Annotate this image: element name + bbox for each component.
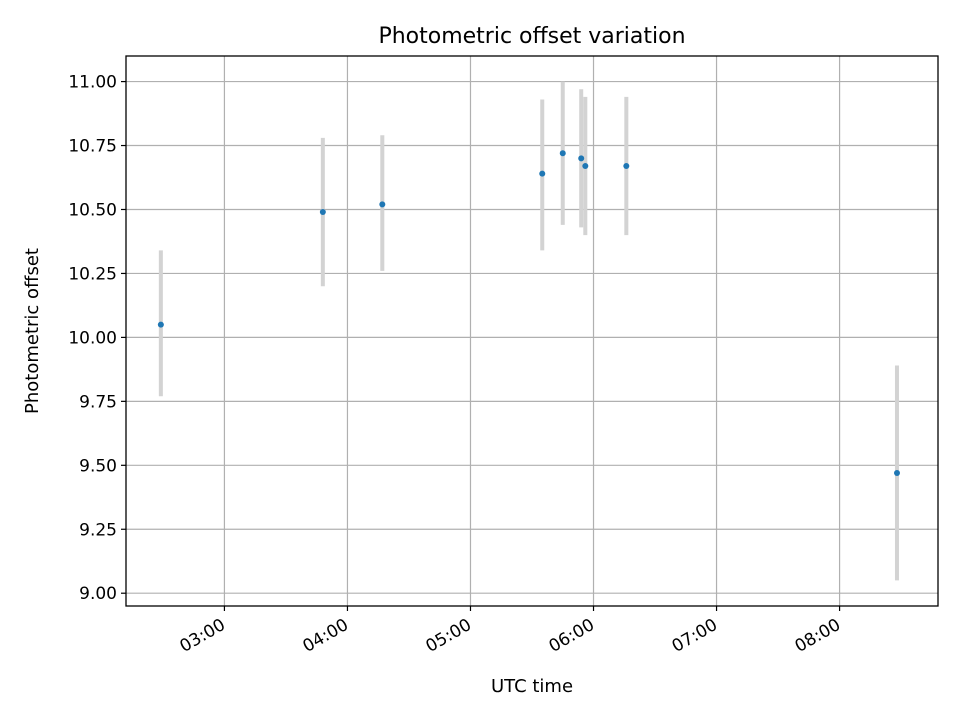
x-axis-label: UTC time [491,676,573,697]
data-point [893,469,900,476]
y-tick-label: 9.50 [79,456,117,476]
y-tick-label: 9.25 [79,520,117,540]
data-point [319,209,326,216]
grid [126,56,938,606]
data-point [578,155,585,162]
data-points [157,150,900,476]
data-point [379,201,386,208]
y-tick-label: 10.50 [68,200,117,220]
y-tick-label: 10.25 [68,264,117,284]
data-point [539,170,546,177]
data-point [559,150,566,157]
data-point [582,163,589,169]
y-axis-label: Photometric offset [22,248,43,414]
data-point [157,321,164,328]
y-tick-label: 10.00 [68,328,117,348]
y-tick-label: 9.75 [79,392,117,412]
y-tick-label: 11.00 [68,73,117,93]
y-tick-label: 10.75 [68,137,117,157]
chart-title: Photometric offset variation [378,24,685,49]
y-tick-label: 9.00 [79,584,117,604]
data-point [623,163,630,169]
plot-frame [125,55,939,607]
